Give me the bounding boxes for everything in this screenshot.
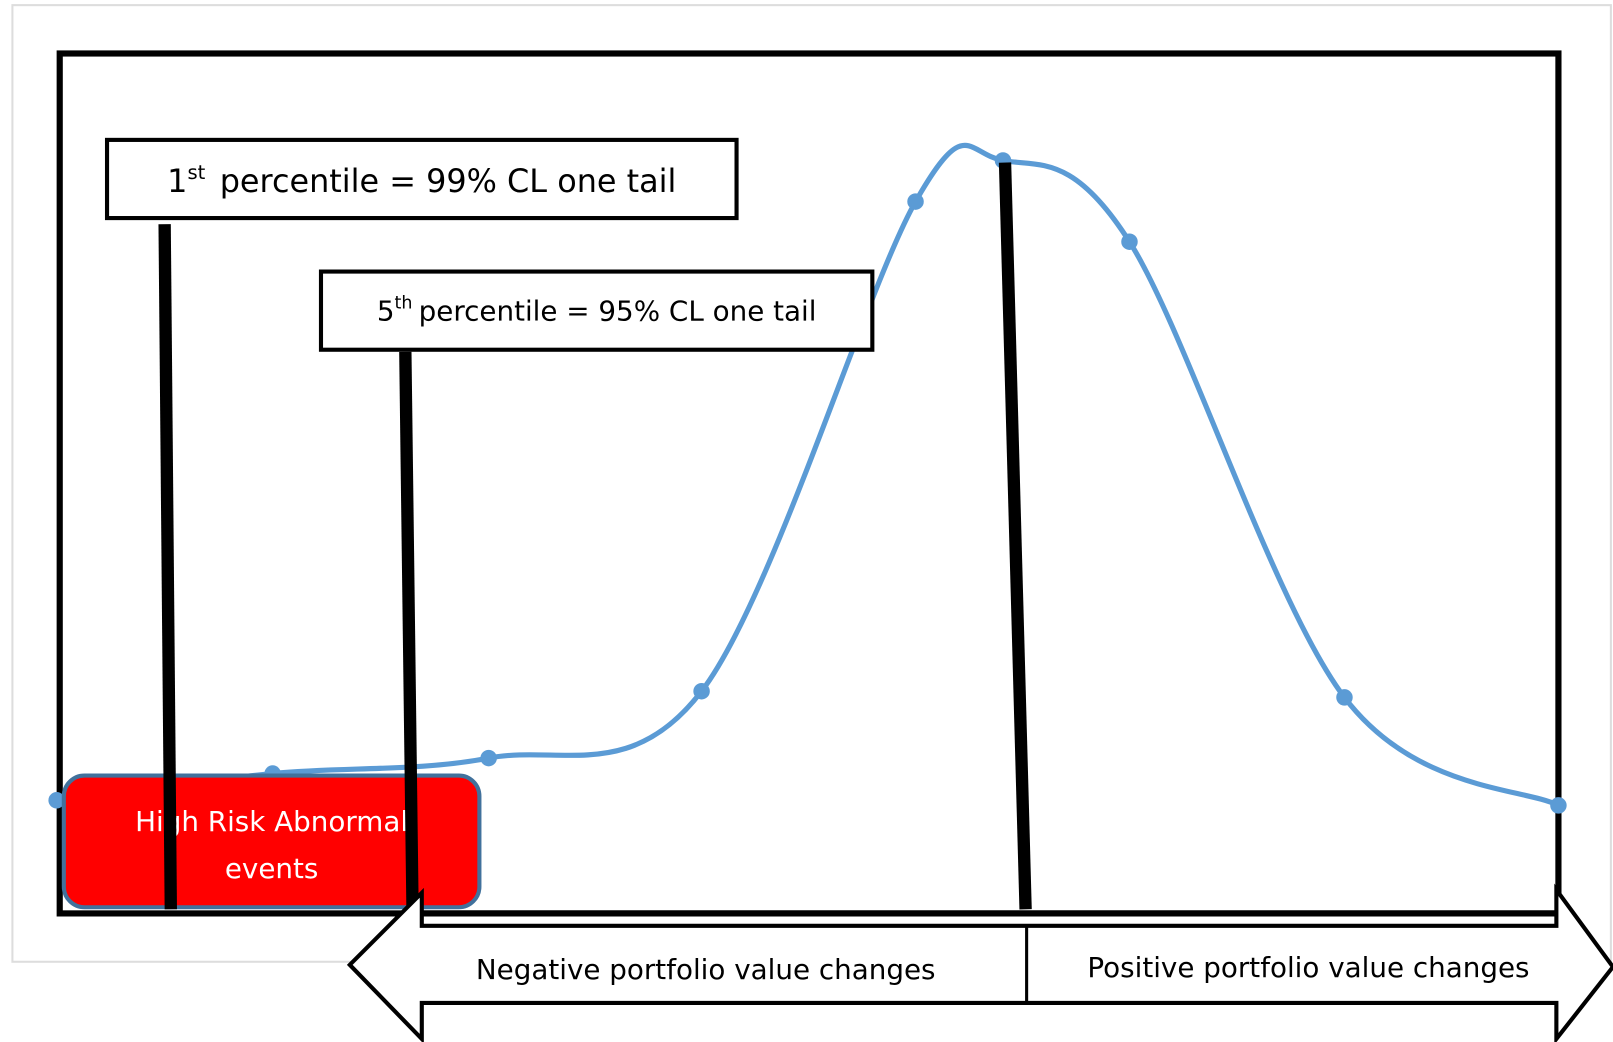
label-number: 1 — [167, 162, 187, 200]
label-number: 5 — [377, 295, 395, 328]
label-box — [104, 137, 739, 221]
arrow-label: Negative portfolio value changes — [476, 953, 936, 986]
label-box — [318, 269, 875, 352]
percentile-line — [399, 351, 419, 910]
label-text-main: percentile = 99% CL one tail — [220, 162, 677, 200]
curve-point — [48, 792, 65, 809]
label-text: 5th percentile = 95% CL one tail — [377, 293, 817, 327]
label-superscript: th — [395, 293, 413, 313]
curve-point — [693, 683, 710, 700]
curve-point — [1336, 689, 1353, 706]
label-text-main: percentile = 95% CL one tail — [419, 295, 817, 328]
curve-point — [907, 193, 924, 210]
arrow-label: Positive portfolio value changes — [1087, 951, 1529, 984]
risk-text: events — [225, 852, 319, 885]
curve-point — [1550, 797, 1567, 814]
risk-text: High Risk Abnormal — [135, 805, 408, 838]
label-superscript: st — [187, 160, 205, 183]
curve-point — [1121, 233, 1138, 250]
percentile-line — [158, 224, 177, 910]
label-text: 1st percentile = 99% CL one tail — [167, 160, 676, 200]
curve-point — [480, 749, 497, 767]
mean-line — [998, 162, 1032, 910]
